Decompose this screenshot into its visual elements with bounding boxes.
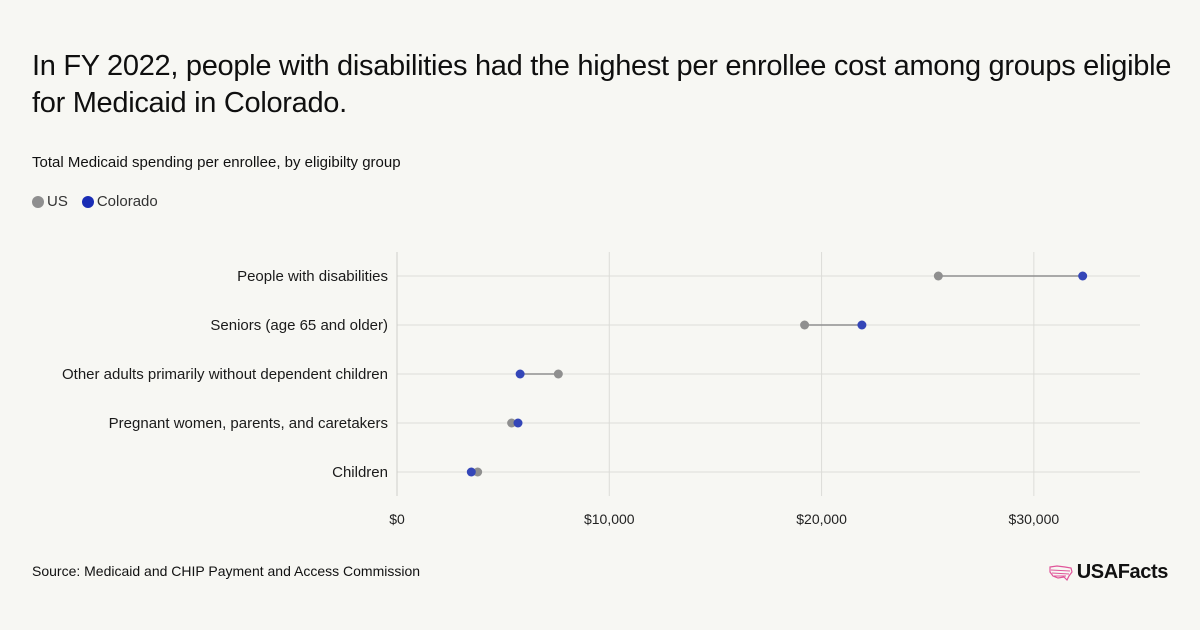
legend-swatch-colorado xyxy=(81,195,94,208)
legend-swatch-us xyxy=(32,195,44,208)
category-label: People with disabilities xyxy=(237,268,388,285)
usa-map-icon xyxy=(1049,564,1073,581)
category-label: Pregnant women, parents, and caretakers xyxy=(109,415,388,432)
data-point-us xyxy=(800,320,810,330)
category-label: Seniors (age 65 and older) xyxy=(210,317,388,334)
data-point-us xyxy=(553,369,563,379)
legend-label-us: US xyxy=(47,193,68,210)
legend-item-us: US xyxy=(32,193,68,210)
legend-label-colorado: Colorado xyxy=(96,193,158,210)
data-point-us xyxy=(473,467,483,477)
legend: US Colorado xyxy=(32,193,158,210)
brand-name: USAFacts xyxy=(1076,561,1169,583)
chart-subtitle: Total Medicaid spending per enrollee, by… xyxy=(32,154,401,171)
x-tick-label: $20,000 xyxy=(796,511,847,527)
chart-title: In FY 2022, people with disabilities had… xyxy=(32,50,1172,119)
data-point-colorado xyxy=(1078,271,1088,281)
category-label: Other adults primarily without dependent… xyxy=(62,366,388,383)
x-tick-label: $0 xyxy=(389,511,405,527)
data-point-us xyxy=(933,271,943,281)
source-note: Source: Medicaid and CHIP Payment and Ac… xyxy=(32,563,421,579)
x-tick-label: $30,000 xyxy=(1009,511,1060,527)
data-point-colorado xyxy=(513,418,523,428)
category-label: Children xyxy=(332,464,388,481)
data-point-colorado xyxy=(515,369,525,379)
data-point-colorado xyxy=(466,467,476,477)
data-point-us xyxy=(507,418,517,428)
brand-logo: USAFacts xyxy=(1049,561,1168,584)
x-tick-label: $10,000 xyxy=(584,511,635,527)
dot-plot-chart: $0 $10,000 $20,000 $30,000 People with disab… xyxy=(62,252,1140,527)
data-point-colorado xyxy=(857,320,867,330)
legend-item-colorado: Colorado xyxy=(81,193,158,210)
